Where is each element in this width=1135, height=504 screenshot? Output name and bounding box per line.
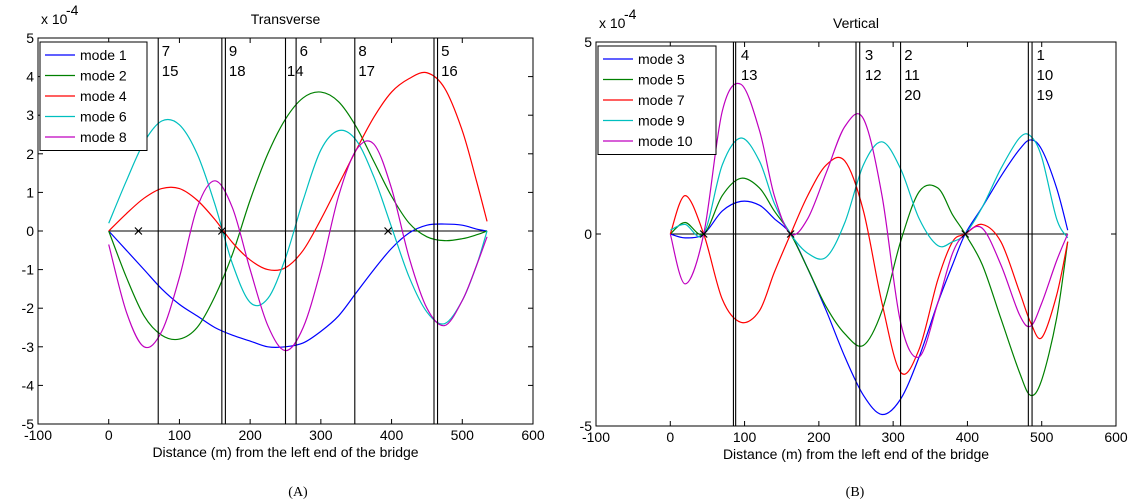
sensor-label: 15 <box>162 63 179 80</box>
series-line-mode-6 <box>108 118 488 325</box>
sensor-label: 16 <box>441 63 458 80</box>
y-multiplier: x 10 <box>41 11 68 27</box>
sensor-label: 11 <box>904 67 920 84</box>
x-tick-label: 600 <box>521 427 545 443</box>
series-line-mode-7 <box>669 156 1069 375</box>
x-tick-label: -100 <box>24 427 52 443</box>
sensor-label: 5 <box>441 43 449 60</box>
y-tick-label: 2 <box>26 146 34 162</box>
y-tick-label: -4 <box>22 377 35 393</box>
y-tick-label: 5 <box>26 30 34 46</box>
series-line-mode-5 <box>669 177 1069 397</box>
legend-label: mode 7 <box>638 92 685 108</box>
series-group <box>669 82 1069 416</box>
legend-label: mode 8 <box>80 129 127 145</box>
x-tick-label: 500 <box>1030 429 1054 445</box>
legend-label: mode 3 <box>638 51 685 67</box>
y-tick-label: 0 <box>26 223 34 239</box>
y-tick-label: -2 <box>22 300 35 316</box>
x-tick-label: 300 <box>881 429 905 445</box>
legend-label: mode 4 <box>80 88 127 104</box>
legend-label: mode 10 <box>638 133 693 149</box>
legend-label: mode 5 <box>638 72 685 88</box>
node-marker <box>384 227 392 235</box>
sensor-label: 12 <box>865 67 882 84</box>
x-tick-label: 600 <box>1104 429 1128 445</box>
legend-label: mode 1 <box>80 47 127 63</box>
sensor-label: 7 <box>162 43 170 60</box>
node-marker <box>217 227 226 235</box>
x-tick-label: 400 <box>956 429 980 445</box>
x-tick-label: 0 <box>105 427 113 443</box>
series-line-mode-9 <box>670 133 1069 260</box>
x-tick-label: 200 <box>238 427 262 443</box>
x-tick-label: 300 <box>309 427 333 443</box>
node-marker <box>786 230 795 238</box>
x-tick-label: 500 <box>451 427 475 443</box>
y-tick-label: 5 <box>584 34 592 50</box>
legend-label: mode 6 <box>80 109 127 125</box>
caption-a: (A) <box>288 485 308 500</box>
x-tick-label: 100 <box>733 429 757 445</box>
sensor-label: 19 <box>1037 87 1054 104</box>
x-axis-label: Distance (m) from the left end of the br… <box>152 444 418 460</box>
sensor-label: 13 <box>741 67 758 84</box>
y-tick-label: 4 <box>26 69 34 85</box>
sensor-label: 1 <box>1037 47 1045 64</box>
y-tick-label: 1 <box>26 184 34 200</box>
series-line-mode-1 <box>108 223 488 348</box>
y-tick-label: 3 <box>26 107 34 123</box>
legend: mode 3 mode 5 mode 7 mode 9 mode 10 <box>597 45 717 155</box>
legend: mode 1 mode 2 mode 4 mode 6 mode 8 <box>39 41 148 151</box>
x-tick-label: 400 <box>380 427 404 443</box>
y-tick-label: -1 <box>22 262 35 278</box>
x-tick-label: -100 <box>582 429 610 445</box>
series-line-mode-4 <box>108 71 488 272</box>
x-tick-label: 0 <box>666 429 674 445</box>
caption-b: (B) <box>846 485 865 500</box>
sensor-label: 18 <box>229 63 246 80</box>
node-marker <box>961 230 970 238</box>
y-tick-label: 0 <box>584 226 592 242</box>
legend-label: mode 9 <box>638 113 685 129</box>
legend-label: mode 2 <box>80 68 127 84</box>
x-axis-label: Distance (m) from the left end of the br… <box>723 446 989 462</box>
y-tick-label: -3 <box>22 339 35 355</box>
y-tick-label: -5 <box>580 418 593 434</box>
x-tick-label: 200 <box>807 429 831 445</box>
series-line-mode-8 <box>108 140 488 352</box>
y-multiplier-exp: -4 <box>66 2 79 18</box>
y-multiplier-exp: -4 <box>624 6 637 22</box>
y-multiplier: x 10 <box>599 15 626 31</box>
x-tick-label: 100 <box>168 427 192 443</box>
chart-title: Vertical <box>833 15 879 31</box>
sensor-label: 6 <box>300 43 308 60</box>
chart-title: Transverse <box>251 11 321 27</box>
node-marker <box>134 227 143 235</box>
sensor-label: 9 <box>229 43 237 60</box>
series-group <box>108 71 488 352</box>
chart-vertical: -100 0 100 200 300 400 500 600 -5 0 5 x 10-4 Vertica… <box>580 6 1128 462</box>
series-line-mode-2 <box>108 91 488 341</box>
sensor-label: 14 <box>287 63 304 80</box>
y-tick-label: -5 <box>22 416 35 432</box>
sensor-label: 4 <box>741 47 749 64</box>
sensor-label: 2 <box>904 47 912 64</box>
chart-transverse: -100 0 100 200 300 400 500 600-5-4-3-2-1012345x… <box>22 2 545 460</box>
series-line-mode-3 <box>670 139 1069 416</box>
series-line-mode-10 <box>669 82 1069 359</box>
sensor-label: 8 <box>358 43 366 60</box>
sensor-label: 17 <box>358 63 375 80</box>
sensor-label: 10 <box>1037 67 1054 84</box>
node-marker <box>699 230 708 238</box>
sensor-label: 3 <box>865 47 873 64</box>
sensor-label: 20 <box>904 87 921 104</box>
